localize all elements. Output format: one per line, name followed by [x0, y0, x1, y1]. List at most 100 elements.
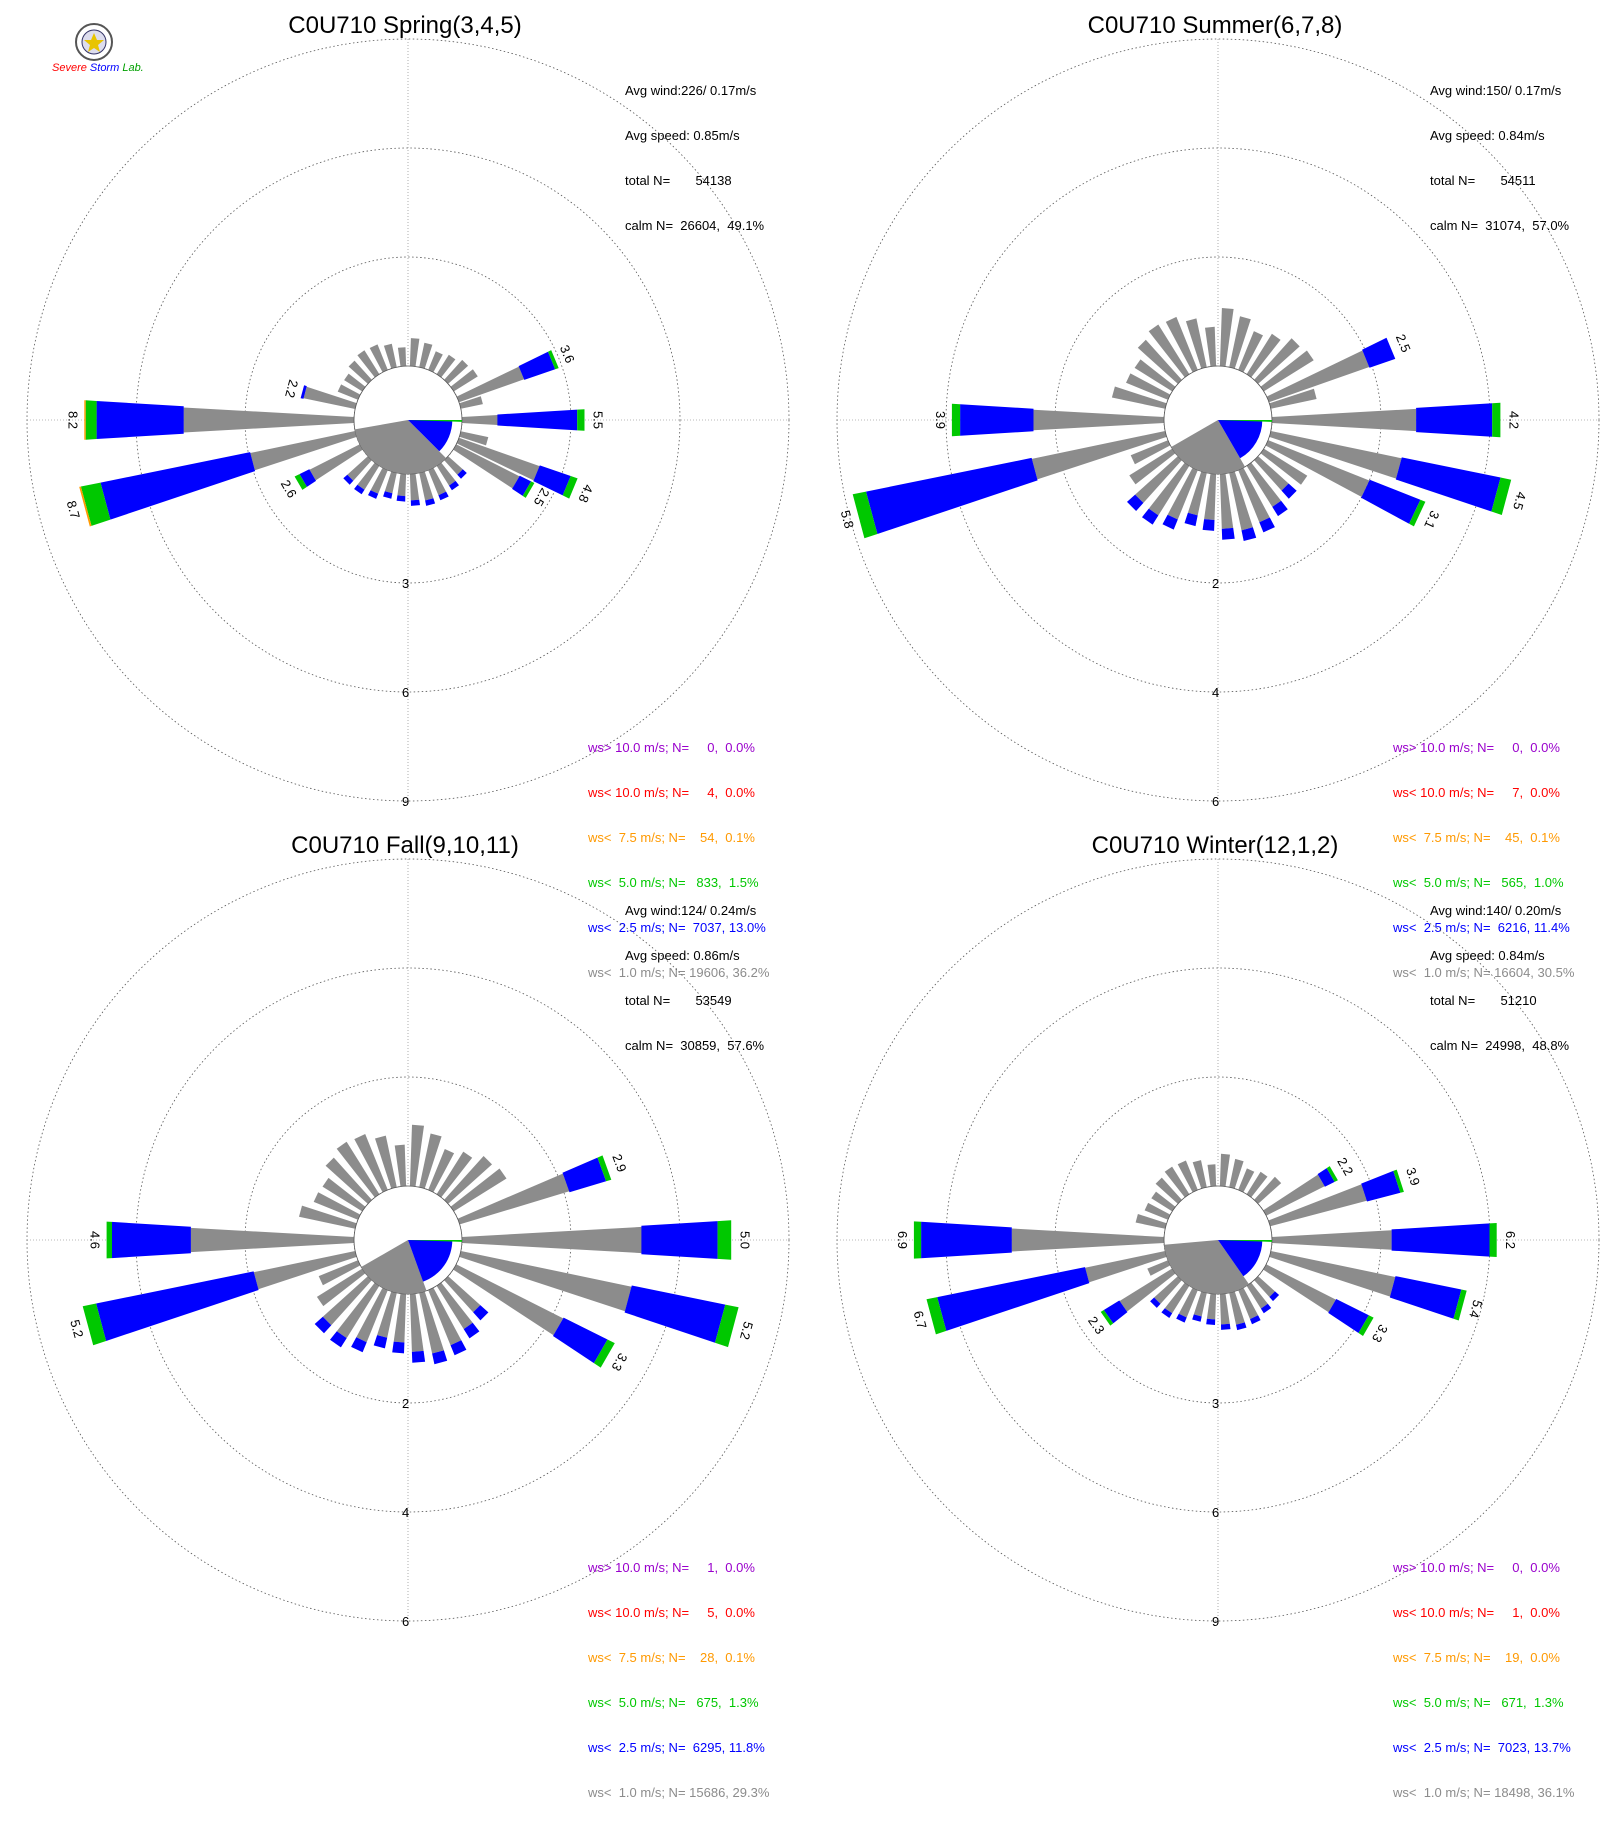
rose-bar [183, 407, 355, 433]
legend-item-lt1: ws< 1.0 m/s; N= 15686, 29.3% [588, 1785, 770, 1800]
rose-bar-blue [1162, 514, 1178, 530]
bar-value-label: 5.2 [737, 1320, 756, 1341]
ring-label: 3 [402, 576, 409, 591]
bar-value-label: 3.3 [1369, 1322, 1391, 1345]
legend-item-lt1: ws< 1.0 m/s; N= 16604, 30.5% [1393, 965, 1575, 980]
rose-bar-gray [1269, 388, 1317, 409]
rose-bar-gray [428, 1287, 462, 1346]
stats-total-n: total N= 53549 [625, 993, 732, 1008]
rose-bar-gray [325, 1157, 372, 1204]
rose-bar [461, 415, 498, 425]
rose-bar-gray [1219, 1293, 1230, 1325]
rose-bar-blue [1176, 1313, 1187, 1323]
rose-bar-gray [436, 1151, 473, 1198]
rose-bar [461, 1226, 642, 1254]
rose-bar-gray [1254, 1276, 1275, 1297]
rose-bar [106, 1221, 112, 1259]
stats-calm-n: calm N= 24998, 48.8% [1430, 1038, 1570, 1053]
rose-bar-gray [1147, 1260, 1171, 1276]
rose-bar [190, 1227, 355, 1253]
rose-bar [1011, 1228, 1165, 1252]
rose-bar [951, 403, 961, 437]
rose-bar [1391, 1223, 1490, 1257]
rose-bar-gray [316, 1268, 366, 1307]
rose-bar-gray [1219, 473, 1234, 529]
rose-bar-gray [1206, 1293, 1217, 1320]
rose-bar-gray [1219, 1153, 1230, 1187]
rose-bar [1265, 440, 1370, 497]
chart-title: C0U710 Winter(12,1,2) [1091, 832, 1339, 859]
bar-value-label: 6.9 [895, 1231, 910, 1249]
rose-bar-blue [392, 1341, 405, 1354]
rose-bar-blue [1260, 1303, 1272, 1314]
rose-bar [453, 1264, 564, 1336]
ring-label: 2 [402, 1396, 409, 1411]
calm-sector-gray [361, 1240, 427, 1294]
stats-avg-speed: Avg speed: 0.84m/s [1430, 948, 1545, 963]
legend-item-lt10: ws< 10.0 m/s; N= 1, 0.0% [1393, 1605, 1560, 1620]
rose-bar [300, 385, 307, 399]
legend-item-lt2-5: ws< 2.5 m/s; N= 7023, 13.7% [1393, 1740, 1571, 1755]
bar-value-label: 5.8 [838, 509, 857, 530]
stats-total-n: total N= 54138 [625, 173, 732, 188]
rose-bar [100, 452, 256, 520]
stats-total-n: total N= 51210 [1430, 993, 1537, 1008]
rose-bar-gray [383, 343, 397, 369]
ring-label: 3 [1212, 1396, 1219, 1411]
rose-bar-blue [1221, 527, 1235, 540]
rose-bar [553, 1317, 608, 1364]
rose-bar-gray [356, 1287, 388, 1343]
legend-item-gt10: ws> 10.0 m/s; N= 0, 0.0% [588, 740, 755, 755]
legend-item-gt10: ws> 10.0 m/s; N= 0, 0.0% [1393, 1560, 1560, 1575]
rose-bar-gray [1178, 1287, 1198, 1318]
rose-bar-gray [1154, 1276, 1182, 1304]
chart-title: C0U710 Summer(6,7,8) [1087, 12, 1343, 39]
rose-bar [1395, 457, 1501, 512]
rose-bar-gray [409, 338, 420, 367]
rose-bar-gray [370, 467, 388, 494]
rose-bar-blue [351, 1337, 367, 1353]
rose-bar-blue [383, 491, 393, 499]
rose-bar-gray [1167, 467, 1198, 520]
rose-bar-gray [384, 471, 397, 494]
rose-bar-gray [393, 1293, 407, 1343]
rose-bar-gray [444, 359, 469, 384]
rose-bar-gray [1193, 1291, 1207, 1317]
rose-bar-gray [377, 1291, 397, 1338]
rose-bar-blue [1206, 1318, 1216, 1325]
bar-value-label: 5.0 [737, 1231, 752, 1249]
rose-bar-blue [314, 1316, 332, 1334]
rose-bar-gray [1130, 440, 1171, 465]
stats-avg-wind: Avg wind:226/ 0.17m/s [625, 83, 757, 98]
rose-bar-gray [1260, 448, 1308, 485]
calm-sector-green [408, 1240, 463, 1242]
rose-bar [453, 444, 520, 489]
legend-item-lt2-5: ws< 2.5 m/s; N= 7037, 13.0% [588, 920, 766, 935]
calm-sector-gray [1164, 1240, 1249, 1294]
rose-bar-blue [410, 499, 420, 506]
rose-bar-blue [368, 490, 379, 499]
rose-bar [937, 1267, 1090, 1331]
rose-bar [456, 437, 540, 481]
rose-bar-gray [419, 342, 433, 369]
rose-bar-blue [1127, 494, 1144, 511]
wind-rose-spring: 3 6 9 3.6 5.5 4.8 2.5 2.6 8.7 8.2 2.2 Severe Storm… [0, 0, 810, 980]
rose-bar-blue [1150, 1297, 1161, 1308]
rose-bar [1362, 337, 1396, 368]
rose-bar-gray [1205, 326, 1217, 367]
rose-bar-gray [1254, 338, 1300, 384]
rose-bar-blue [1192, 1314, 1202, 1322]
rose-bar [593, 1339, 615, 1368]
bar-value-label: 2.5 [1393, 332, 1414, 354]
bar-value-label: 3.3 [609, 1351, 631, 1374]
rose-bar-gray [1229, 1158, 1244, 1189]
legend-item-lt2-5: ws< 2.5 m/s; N= 6295, 11.8% [588, 1740, 765, 1755]
rose-bar [1416, 403, 1493, 437]
chart-title: C0U710 Fall(9,10,11) [291, 832, 519, 859]
rose-bar-gray [444, 1156, 492, 1204]
rose-bar [715, 1304, 739, 1348]
legend-item-gt10: ws> 10.0 m/s; N= 0, 0.0% [1393, 740, 1560, 755]
rose-bar-gray [394, 1144, 407, 1187]
bar-value-label: 4.5 [1510, 490, 1529, 511]
